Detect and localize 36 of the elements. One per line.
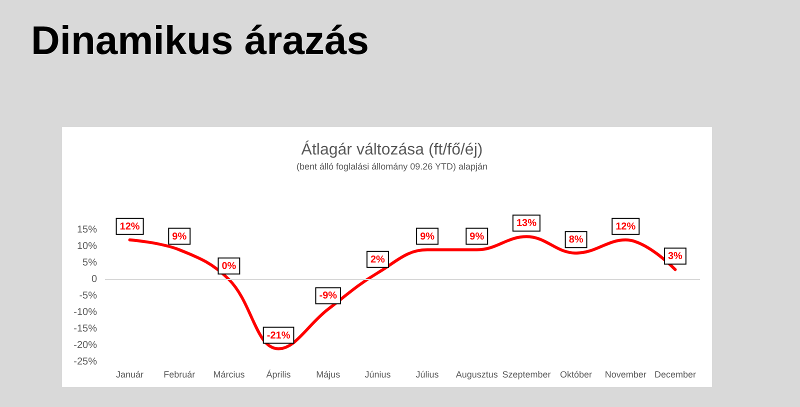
text: (bent álló foglalási állomány 09.26 YTD) alapján xyxy=(296,162,488,172)
x-tick-label: Október xyxy=(560,370,592,380)
data-label: 0% xyxy=(222,261,236,272)
x-tick-label: Augusztus xyxy=(456,370,498,380)
data-label: 9% xyxy=(420,231,435,242)
x-tick-label: November xyxy=(604,370,646,380)
x-tick-label: Május xyxy=(316,370,341,380)
data-label: 8% xyxy=(568,234,584,246)
x-tick-label: Szeptember xyxy=(502,370,551,380)
data-label: 9% xyxy=(470,231,484,242)
x-tick-label: Június xyxy=(364,370,392,380)
y-tick-label: 10% xyxy=(76,241,98,252)
x-tick-label: Április xyxy=(266,370,292,380)
y-tick-label: 0 xyxy=(91,274,98,285)
y-tick-label: -5% xyxy=(79,290,98,302)
y-tick-label: 5% xyxy=(82,258,98,268)
data-label: 3% xyxy=(668,251,683,262)
x-tick-label: Február xyxy=(164,370,196,380)
data-label: -21% xyxy=(266,330,290,342)
data-label: -9% xyxy=(319,290,338,302)
y-tick-label: -10% xyxy=(74,307,98,318)
x-tick-label: Március xyxy=(213,370,246,380)
x-tick-label: Január xyxy=(116,370,144,380)
y-tick-label: -15% xyxy=(74,324,98,334)
data-label: 12% xyxy=(120,221,140,232)
y-tick-label: 15% xyxy=(76,224,98,236)
chart-title: Dinamikus árazás xyxy=(31,19,369,63)
y-tick-label: -20% xyxy=(74,340,98,351)
data-label: 12% xyxy=(616,221,636,232)
data-label: 9% xyxy=(172,231,187,242)
data-label: 13% xyxy=(516,218,537,230)
y-tick-label: -25% xyxy=(74,356,98,368)
data-label: 2% xyxy=(370,254,386,266)
chart-subtitle: Átlagár változása (ft/fő/éj) xyxy=(301,140,483,158)
x-tick-label: Július xyxy=(416,370,440,380)
x-tick-label: December xyxy=(654,370,696,380)
